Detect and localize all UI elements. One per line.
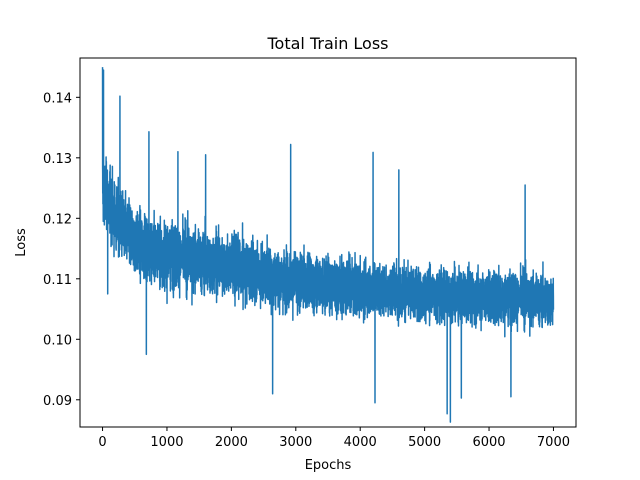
series-group — [101, 67, 555, 423]
x-tick-label: 4000 — [344, 435, 377, 450]
x-tick-label: 5000 — [408, 435, 441, 450]
y-tick-label: 0.10 — [43, 333, 72, 348]
plot-frame — [79, 57, 577, 428]
x-tick-label: 3000 — [279, 435, 312, 450]
x-axis-label: Epochs — [305, 458, 352, 473]
chart-title: Total Train Loss — [266, 34, 388, 53]
x-tick-label: 0 — [98, 435, 106, 450]
y-tick-label: 0.13 — [43, 152, 72, 167]
y-tick-label: 0.09 — [43, 394, 72, 409]
series-line-total-train-loss — [101, 67, 555, 423]
y-axis: 0.09 0.10 0.11 0.12 0.13 0.14 — [43, 91, 80, 409]
y-tick-label: 0.12 — [43, 212, 72, 227]
y-tick-label: 0.14 — [43, 91, 72, 106]
y-axis-label: Loss — [14, 228, 29, 257]
x-tick-label: 1000 — [150, 435, 183, 450]
x-tick-label: 6000 — [472, 435, 505, 450]
y-tick-label: 0.11 — [43, 273, 72, 288]
x-tick-label: 7000 — [537, 435, 570, 450]
x-axis: 0 1000 2000 3000 4000 5000 6000 7000 — [98, 427, 570, 450]
x-tick-label: 2000 — [215, 435, 248, 450]
